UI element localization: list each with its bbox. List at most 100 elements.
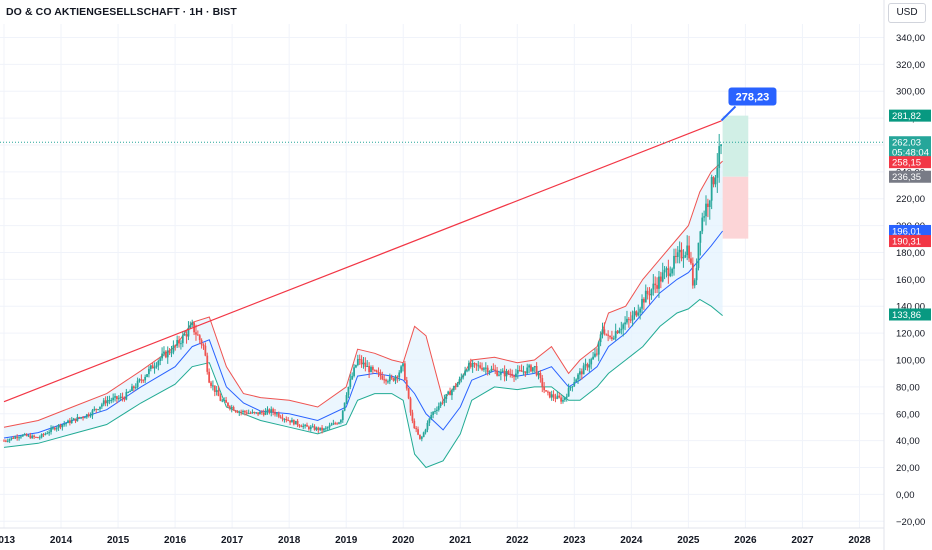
candle-body xyxy=(515,373,517,377)
candle-body xyxy=(530,365,532,372)
price-axis-label: 120,00 xyxy=(896,329,925,340)
stop-zone xyxy=(722,176,749,239)
candle-body xyxy=(509,373,512,375)
candle-body xyxy=(178,339,180,344)
candle-body xyxy=(191,322,194,325)
candle-body xyxy=(439,402,442,407)
price-tag-label: 133,86 xyxy=(892,310,921,321)
candle-body xyxy=(449,391,451,396)
candle-body xyxy=(467,363,470,371)
candle-body xyxy=(129,390,131,393)
lower-band-line xyxy=(3,298,723,469)
candle-body xyxy=(274,412,276,415)
candle-body xyxy=(451,390,453,396)
candle-body xyxy=(323,428,325,431)
candle-body xyxy=(652,283,655,290)
candle-body xyxy=(484,367,487,369)
price-axis-label: 40,00 xyxy=(896,436,920,447)
candle-body xyxy=(238,411,241,413)
candle-body xyxy=(356,359,359,366)
candle-body xyxy=(616,331,619,334)
candle-body xyxy=(626,318,628,323)
time-axis-label: 2017 xyxy=(221,535,244,546)
candle-body xyxy=(496,370,499,376)
candle-body xyxy=(240,411,243,413)
price-axis-label: 20,00 xyxy=(896,463,920,474)
candle-body xyxy=(567,387,570,397)
candle-body xyxy=(684,255,687,258)
candle-body xyxy=(206,355,209,372)
candle-body xyxy=(247,412,250,414)
candle-body xyxy=(554,397,557,399)
candle-body xyxy=(691,263,694,286)
candle-body xyxy=(334,423,337,425)
time-axis-label: 2023 xyxy=(563,535,586,546)
candle-body xyxy=(23,434,26,436)
candle-body xyxy=(311,426,314,428)
price-axis[interactable]: 340,00320,00300,00280,00260,00240,00220,… xyxy=(883,0,925,550)
candle-body xyxy=(441,402,444,404)
candle-body xyxy=(338,422,340,424)
price-callout: 278,23 xyxy=(720,87,777,122)
grid-lines xyxy=(0,24,884,528)
candle-body xyxy=(526,367,529,374)
candle-body xyxy=(227,402,229,407)
candle-body xyxy=(315,427,318,430)
price-tag-label: 258,15 xyxy=(892,158,921,169)
candle-body xyxy=(503,370,506,377)
currency-button[interactable]: USD xyxy=(888,3,926,23)
candle-body xyxy=(142,380,145,382)
candle-body xyxy=(228,406,231,409)
candle-body xyxy=(584,364,587,366)
candle-body xyxy=(68,420,71,423)
candle-body xyxy=(688,245,690,259)
candle-body xyxy=(55,427,58,430)
candle-body xyxy=(57,424,60,428)
candle-body xyxy=(12,437,15,439)
candle-body xyxy=(547,391,549,393)
candle-body xyxy=(690,258,692,264)
candle-body xyxy=(355,365,357,368)
candle-body xyxy=(413,420,416,429)
candle-body xyxy=(347,386,350,396)
candle-body xyxy=(313,426,316,430)
candle-body xyxy=(275,413,278,415)
candle-body xyxy=(225,400,227,403)
candle-body xyxy=(121,396,124,399)
candle-body xyxy=(601,329,604,335)
candle-body xyxy=(253,412,256,414)
candle-body xyxy=(95,408,98,410)
candle-body xyxy=(257,412,259,415)
candle-body xyxy=(302,425,305,427)
candle-body xyxy=(208,371,211,383)
candle-body xyxy=(432,411,435,415)
candle-body xyxy=(35,436,37,438)
candle-body xyxy=(244,411,246,413)
candle-body xyxy=(287,420,290,422)
candle-body xyxy=(671,268,674,274)
candle-body xyxy=(524,371,527,374)
candle-body xyxy=(477,365,480,367)
candle-body xyxy=(590,359,593,365)
candle-body xyxy=(488,371,491,373)
candle-body xyxy=(507,371,510,374)
candle-body xyxy=(437,406,440,410)
candle-body xyxy=(25,434,28,436)
candle-body xyxy=(289,420,291,423)
candle-body xyxy=(612,338,615,340)
candle-body xyxy=(656,285,658,289)
candle-body xyxy=(155,365,158,367)
time-axis[interactable]: 2013 2014 2015 2016 2017 2018 2019 2020 2021 2022… xyxy=(0,527,884,546)
candle-body xyxy=(577,374,579,380)
candle-body xyxy=(607,334,610,336)
candle-body xyxy=(605,333,608,335)
candle-body xyxy=(272,409,275,413)
candle-body xyxy=(501,370,504,372)
candle-body xyxy=(281,417,284,420)
candle-body xyxy=(140,379,143,381)
candle-body xyxy=(89,415,92,417)
candle-body xyxy=(407,388,410,399)
candle-body xyxy=(594,353,596,357)
candle-body xyxy=(385,379,387,382)
